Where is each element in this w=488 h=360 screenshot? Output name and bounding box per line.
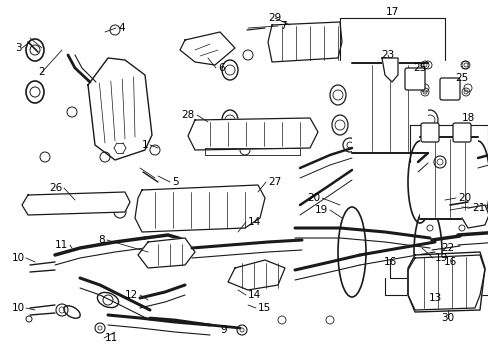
- Text: 21: 21: [471, 203, 484, 213]
- Text: 26: 26: [49, 183, 62, 193]
- Text: 22: 22: [441, 243, 454, 253]
- Text: 14: 14: [247, 217, 261, 227]
- Text: 15: 15: [258, 303, 271, 313]
- Polygon shape: [180, 32, 235, 65]
- Polygon shape: [138, 238, 195, 268]
- Text: 27: 27: [267, 177, 281, 187]
- Text: 30: 30: [441, 313, 454, 323]
- Polygon shape: [187, 118, 317, 150]
- Text: 19: 19: [314, 205, 327, 215]
- Text: 16: 16: [443, 257, 456, 267]
- Text: 1: 1: [141, 140, 148, 150]
- Text: 18: 18: [461, 113, 474, 123]
- Text: 25: 25: [454, 73, 468, 83]
- Polygon shape: [407, 252, 484, 312]
- Polygon shape: [227, 260, 285, 290]
- Polygon shape: [407, 255, 484, 310]
- Text: 20: 20: [457, 193, 470, 203]
- Text: 10: 10: [12, 253, 25, 263]
- Text: 17: 17: [385, 7, 398, 17]
- Bar: [419, 137, 477, 219]
- Text: 12: 12: [124, 290, 138, 300]
- Circle shape: [445, 268, 453, 276]
- Text: 14: 14: [247, 290, 261, 300]
- Text: 10: 10: [12, 303, 25, 313]
- FancyBboxPatch shape: [452, 123, 470, 142]
- Polygon shape: [135, 185, 264, 232]
- Text: 11: 11: [105, 333, 118, 343]
- Text: 28: 28: [182, 110, 195, 120]
- Polygon shape: [381, 58, 397, 82]
- Text: 8: 8: [98, 235, 105, 245]
- FancyBboxPatch shape: [420, 123, 438, 142]
- Text: 2: 2: [39, 67, 45, 77]
- Text: 20: 20: [306, 193, 319, 203]
- Text: 16: 16: [383, 257, 396, 267]
- FancyBboxPatch shape: [439, 78, 459, 100]
- Text: 19: 19: [434, 253, 447, 263]
- Text: 4: 4: [118, 23, 124, 33]
- Circle shape: [458, 225, 464, 231]
- Text: 7: 7: [280, 21, 286, 31]
- Text: 23: 23: [381, 50, 394, 60]
- Bar: [351, 63, 427, 153]
- Text: 9: 9: [220, 325, 226, 335]
- Text: 25: 25: [412, 63, 426, 73]
- Text: 24: 24: [487, 200, 488, 210]
- Polygon shape: [88, 58, 152, 160]
- Text: 6: 6: [218, 63, 224, 73]
- Text: 3: 3: [15, 43, 21, 53]
- Circle shape: [426, 225, 432, 231]
- Polygon shape: [267, 22, 341, 62]
- Text: 29: 29: [268, 13, 281, 23]
- Polygon shape: [22, 192, 130, 215]
- Polygon shape: [461, 205, 488, 228]
- Text: 11: 11: [55, 240, 68, 250]
- Text: 5: 5: [172, 177, 178, 187]
- FancyBboxPatch shape: [404, 68, 424, 90]
- Text: 13: 13: [427, 293, 441, 303]
- Circle shape: [410, 278, 418, 286]
